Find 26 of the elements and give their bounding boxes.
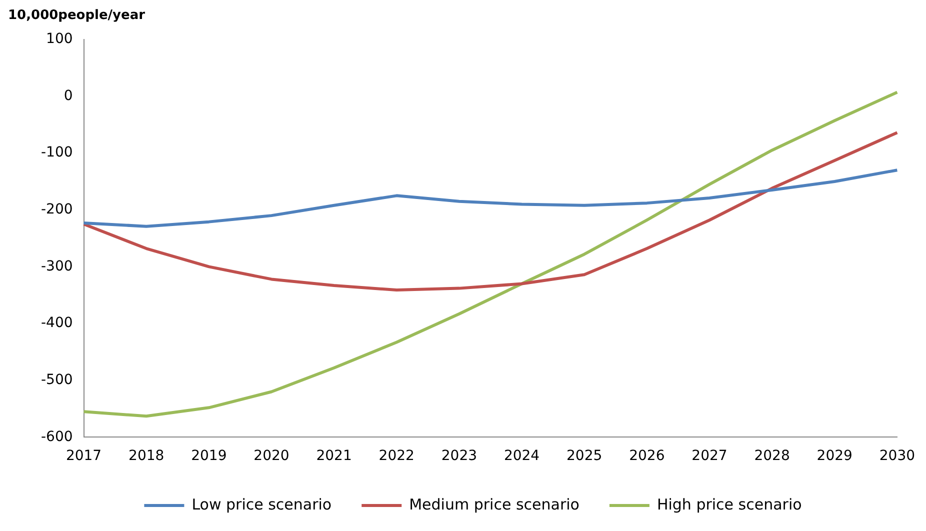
y-tick-label: -400: [40, 315, 73, 332]
x-tick-label: 2021: [316, 448, 352, 464]
x-tick-label: 2017: [66, 448, 102, 464]
x-tick-label: 2022: [378, 448, 414, 464]
x-tick-label: 2025: [566, 448, 602, 464]
legend-label: Medium price scenario: [409, 495, 580, 514]
x-tick-label: 2027: [692, 448, 728, 464]
y-tick-label: -300: [40, 258, 73, 274]
y-tick-label: -500: [40, 372, 73, 388]
x-tick-label: 2018: [128, 448, 164, 464]
x-tick-label: 2029: [816, 448, 852, 464]
y-tick-label: 0: [64, 88, 73, 104]
x-tick-label: 2026: [629, 448, 665, 464]
legend-label: Low price scenario: [192, 495, 332, 514]
y-tick-label: -100: [40, 144, 73, 161]
x-tick-label: 2020: [254, 448, 290, 464]
x-tick-label: 2023: [441, 448, 478, 464]
x-tick-label: 2030: [879, 448, 916, 464]
y-tick-label: -200: [40, 202, 73, 218]
legend-label: High price scenario: [656, 495, 802, 514]
x-tick-label: 2024: [504, 448, 540, 464]
y-tick-label: 100: [46, 31, 73, 48]
y-tick-label: -600: [40, 428, 73, 445]
x-tick-label: 2019: [191, 448, 227, 464]
y-axis-title: 10,000people/year: [8, 8, 146, 25]
x-tick-label: 2028: [754, 448, 790, 464]
